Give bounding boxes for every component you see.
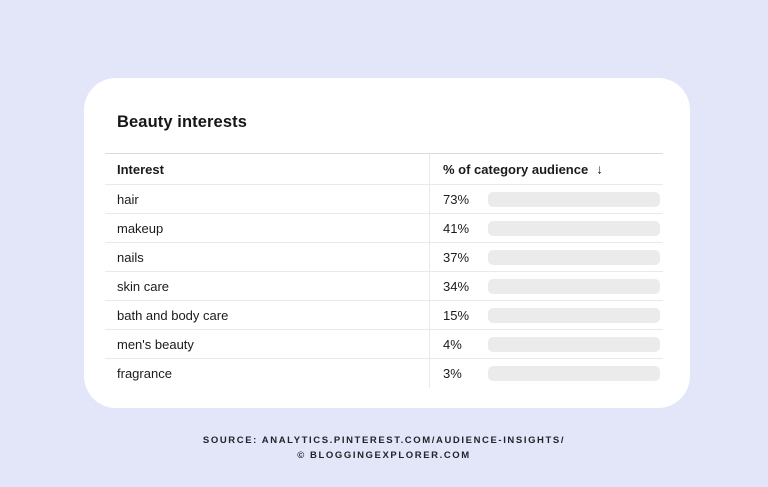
interest-label: fragrance [105,359,430,388]
interest-label: hair [105,185,430,213]
bar-track [488,191,660,207]
source-line: SOURCE: ANALYTICS.PINTEREST.COM/AUDIENCE… [202,435,566,446]
bar-track [488,366,660,381]
percent-label: 73% [443,191,470,207]
table-body: hair 73% makeup 41% nails 37% skin care [105,185,663,388]
table-row: bath and body care 15% [105,301,663,330]
percent-label: 37% [443,249,470,265]
percent-label: 41% [443,220,470,236]
interest-label: skin care [105,272,430,300]
percent-label: 3% [443,366,462,381]
bar-track [488,278,660,294]
percent-label: 15% [443,307,470,323]
bar-track [488,307,660,323]
table-row: makeup 41% [105,214,663,243]
sort-descending-icon[interactable]: ↓ [596,161,603,176]
interest-label: bath and body care [105,301,430,329]
table-row: men's beauty 4% [105,330,663,359]
table-row: hair 73% [105,185,663,214]
header-audience-label: % of category audience [443,161,589,177]
interest-label: nails [105,243,430,271]
table-row: fragrance 3% [105,359,663,388]
card-title: Beauty interests [117,113,247,131]
interest-label: makeup [105,214,430,242]
percent-label: 4% [443,336,462,352]
bar-track [488,336,660,352]
interests-table: Interest % of category audience ↓ hair 7… [105,153,663,388]
beauty-interests-card: Beauty interests Interest % of category … [84,78,690,408]
interest-label: men's beauty [105,330,430,358]
percent-label: 34% [443,278,470,294]
source-attribution: SOURCE: ANALYTICS.PINTEREST.COM/AUDIENCE… [0,434,768,463]
header-interest: Interest [105,154,430,184]
table-row: skin care 34% [105,272,663,301]
table-header-row: Interest % of category audience ↓ [105,154,663,185]
header-audience-sort-button[interactable]: % of category audience ↓ [443,161,603,177]
copyright-line: © BLOGGINGEXPLORER.COM [297,449,471,461]
bar-track [488,249,660,265]
table-row: nails 37% [105,243,663,272]
bar-track [488,220,660,236]
